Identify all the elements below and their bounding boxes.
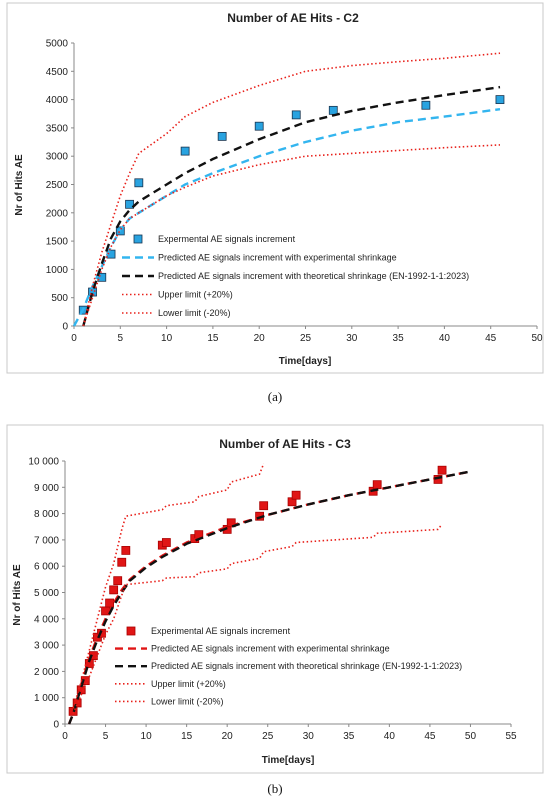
panel-b-data-point [117,557,127,567]
panel-a-xtick-label: 40 [439,333,451,344]
panel-a-xlabel: Time[days] [279,356,332,367]
panel-b-xtick-label: 55 [505,731,517,742]
panel-a-xtick-label: 20 [254,333,266,344]
panel-b-legend-label: Lower limit (-20%) [151,696,224,706]
panel-a-data-point [134,178,144,188]
panel-a-series-line [82,144,501,327]
panel-a-series-line [82,85,501,327]
panel-a-ytick-label: 1000 [46,265,69,276]
panel-a-frame [6,2,544,374]
panel-a-title: Number of AE Hits - C2 [227,11,359,25]
panel-a-data-point [495,95,505,104]
panel-a-xtick-label: 25 [300,333,312,344]
panel-a-legend-label: Upper limit (+20%) [158,290,233,300]
panel-a-plot: 0 5 10 15 20 25 30 35 40 45 5005001000150020002500… [46,39,543,345]
panel-b-data-point [113,576,123,586]
panel-b-ylabel: Nr of Hits AE [12,564,23,626]
panel-b-caption: (b) [267,781,282,796]
panel-a-xtick-label: 30 [346,333,358,344]
panel-a-legend: Expermental AE signals increment Predicte… [122,234,469,318]
panel-b-title: Number of AE Hits - C3 [219,437,351,451]
panel-b-ytick-label: 9 000 [34,483,59,494]
panel-b-xtick-label: 50 [465,731,477,742]
panel-a-xtick-label: 10 [161,333,173,344]
panel-a-data-point [125,199,134,209]
panel-a-ytick-label: 0 [62,322,68,333]
panel-a-data-point [291,110,301,120]
panel-a-data-point [254,121,264,131]
panel-b-data-point [372,480,382,490]
panel-b-legend-label: Predicted AE signals increment with expe… [151,644,390,654]
panel-b-ytick-label: 7 000 [34,535,59,546]
panel-b-xtick-label: 0 [62,731,68,742]
panel-b-plot: 0 5 10 15 20 25 30 35 40 45 50 55 0 1 000 2 000 3 000 4 … [28,457,517,743]
panel-a-legend-label: Predicted AE signals increment with expe… [158,253,397,263]
panel-a-xtick-label: 0 [71,333,77,344]
panel-a-xtick-label: 5 [118,333,124,344]
panel-b-xlabel: Time[days] [262,755,315,766]
panel-b-series-line [72,523,443,714]
panel-a-data-point [217,131,227,141]
panel-a-ylabel: Nr of Hits AE [14,154,25,216]
panel-a-ytick-label: 2500 [46,180,69,191]
panel-b-legend-label: Experimental AE signals increment [151,626,291,636]
panel-b-data-point [161,538,171,547]
panel-b-xtick-label: 10 [141,731,153,742]
panel-b-ytick-label: 5 000 [34,588,59,599]
panel-a-data-point [328,105,338,115]
panel-b-ytick-label: 10 000 [28,457,59,468]
panel-b-xtick-label: 30 [303,731,315,742]
panel-b-data-point [291,490,301,500]
panel-b-xtick-label: 5 [103,731,109,742]
panel-a-legend-label: Expermental AE signals increment [158,234,296,244]
panel-b-xtick-label: 35 [343,731,355,742]
panel-b-series-line [67,470,471,725]
panel-b-data-point [437,465,447,475]
panel-b-ytick-label: 3 000 [34,641,59,652]
panel-a-xtick-label: 35 [393,333,405,344]
panel-a-legend-label: Lower limit (-20%) [158,308,231,318]
panel-a-ytick-label: 500 [51,293,68,304]
panel-b-ytick-label: 1 000 [34,693,59,704]
panel-a-legend-swatch [133,234,143,244]
panel-b-ytick-label: 0 [53,720,59,731]
panel-b-xtick-label: 15 [181,731,193,742]
panel-b-xtick-label: 45 [424,731,436,742]
panel-a-legend-label: Predicted AE signals increment with theo… [158,271,469,281]
panel-b-series-line [72,463,265,709]
panel-b-data-point [105,598,114,608]
panel-b-ytick-label: 4 000 [34,614,59,625]
panel-b-xtick-label: 25 [262,731,274,742]
panel-b-data-point [109,585,119,595]
panel-b-legend: Experimental AE signals increment Predict… [115,626,462,706]
panel-a-ytick-label: 1500 [46,237,69,248]
panel-b-legend-label: Predicted AE signals increment with theo… [151,661,462,671]
panel-a-ytick-label: 2000 [46,208,69,219]
panel-a-ytick-label: 3000 [46,152,69,163]
panel-a-data-point [421,100,431,110]
panel-a-series-line [82,52,501,327]
panel-b-legend-label: Upper limit (+20%) [151,679,226,689]
panel-a-xtick-label: 15 [207,333,219,344]
panel-a-ytick-label: 5000 [46,39,69,50]
panel-b-xtick-label: 20 [222,731,234,742]
panel-a-xtick-label: 45 [485,333,497,344]
panel-a-ytick-label: 3500 [46,123,69,134]
panel-a-xtick-label: 50 [531,333,543,344]
panel-b-frame [6,424,544,774]
panel-b-legend-swatch [126,626,136,636]
panel-a-caption: (a) [268,389,282,404]
panel-a-ytick-label: 4500 [46,67,69,78]
panel-b-xtick-label: 40 [384,731,396,742]
panel-b-data-point [259,501,269,511]
panel-a-data-point [180,146,190,156]
panel-b-ytick-label: 8 000 [34,509,59,520]
panel-a-ytick-label: 4000 [46,95,69,106]
panel-b-ytick-label: 2 000 [34,667,59,678]
panel-b-data-point [121,546,131,555]
panel-b-ytick-label: 6 000 [34,562,59,573]
